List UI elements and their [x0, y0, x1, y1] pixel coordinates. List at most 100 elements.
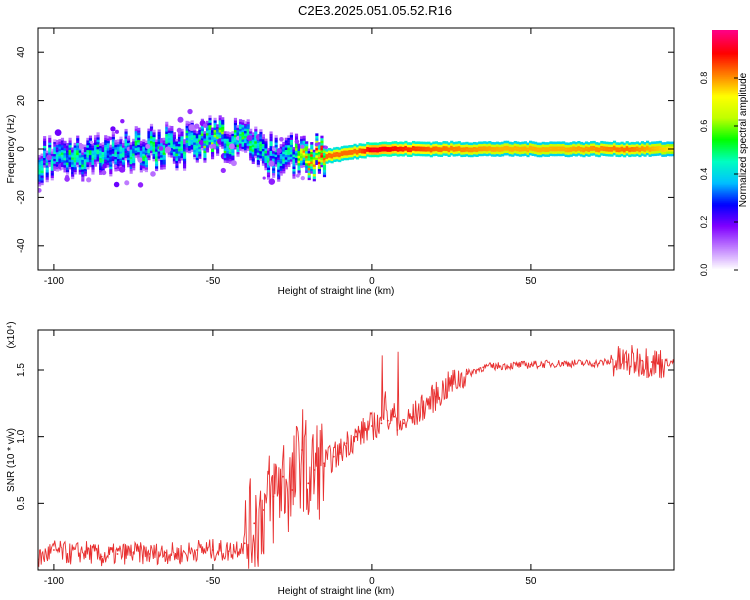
snr-point — [272, 495, 275, 498]
heatmap-cell — [562, 141, 566, 144]
heatmap-cell — [312, 159, 316, 162]
heatmap-cell — [172, 149, 176, 152]
heatmap-cell — [340, 146, 344, 149]
heatmap-cell — [109, 152, 113, 155]
heatmap-cell — [383, 141, 388, 145]
heatmap-cell — [269, 131, 273, 135]
heatmap-cell — [231, 133, 235, 137]
heatmap-cell — [590, 150, 594, 154]
heatmap-cell — [259, 158, 263, 161]
heatmap-cell — [200, 130, 204, 134]
heatmap-cell — [200, 118, 204, 122]
snr-point — [301, 449, 303, 451]
heatmap-cell — [623, 142, 627, 146]
heatmap-cell — [287, 145, 291, 148]
heatmap-cell — [356, 147, 360, 150]
heatmap-cell — [284, 147, 288, 151]
heatmap-cell — [399, 141, 403, 145]
heatmap-cell — [315, 145, 319, 149]
heatmap-cell — [633, 142, 637, 145]
heatmap-cell — [439, 142, 444, 145]
heatmap-cell — [307, 150, 311, 154]
heatmap-cell — [101, 151, 105, 155]
heatmap-cell — [180, 128, 184, 132]
heatmap-cell — [485, 143, 489, 147]
heatmap-cell — [251, 161, 255, 164]
heatmap-cell — [119, 160, 123, 164]
heatmap-cell — [671, 146, 674, 149]
heatmap-cell — [121, 159, 126, 163]
heatmap-cell — [551, 146, 556, 149]
heatmap-cell — [86, 164, 90, 168]
heatmap-cell — [264, 167, 268, 171]
heatmap-cell — [190, 130, 194, 133]
heatmap-cell — [147, 152, 151, 156]
colorbar-segment — [712, 230, 738, 233]
heatmap-cell — [340, 150, 344, 154]
heatmap-cell — [300, 162, 304, 166]
heatmap-cell — [348, 154, 352, 158]
heatmap-cell — [68, 145, 72, 148]
heatmap-cell — [132, 138, 136, 142]
heatmap-cell — [277, 154, 281, 158]
heatmap-cell — [111, 148, 115, 152]
heatmap-cell — [567, 152, 571, 155]
heatmap-cell — [73, 152, 77, 156]
heatmap-cell — [315, 140, 319, 144]
heatmap-cell — [328, 160, 332, 163]
heatmap-cell — [292, 176, 296, 179]
colorbar-segment — [712, 258, 738, 261]
heatmap-cell — [317, 171, 321, 174]
heatmap-cell — [378, 146, 383, 150]
heatmap-cell — [671, 143, 674, 147]
heatmap-cell — [132, 155, 136, 159]
heatmap-cell — [310, 166, 314, 169]
heatmap-cell — [221, 131, 225, 135]
heatmap-cell — [282, 163, 286, 167]
heatmap-cell — [203, 157, 207, 161]
heatmap-cell — [208, 124, 212, 128]
heatmap-cell — [521, 141, 525, 145]
heatmap-cell — [238, 138, 243, 142]
heatmap-cell — [180, 150, 184, 154]
heatmap-cell — [48, 140, 52, 143]
heatmap-cell — [134, 143, 138, 146]
heatmap-cell — [259, 148, 263, 152]
heatmap-cell — [317, 163, 321, 167]
heatmap-cell — [391, 146, 395, 149]
heatmap-cell — [244, 135, 248, 139]
y-tick-label: 1.0 — [16, 429, 27, 443]
heatmap-cell — [65, 147, 70, 151]
heatmap-cell — [623, 154, 627, 158]
heatmap-cell — [119, 136, 123, 140]
heatmap-cell — [249, 148, 253, 151]
heatmap-cell — [198, 132, 202, 135]
heatmap-cell — [376, 147, 380, 151]
heatmap-cell — [246, 145, 250, 149]
heatmap-cell — [48, 152, 52, 155]
heatmap-cell — [582, 152, 586, 155]
heatmap-cell — [322, 174, 327, 178]
heatmap-cell — [193, 151, 197, 155]
heatmap-cell — [277, 152, 281, 156]
heatmap-cell — [183, 156, 187, 159]
heatmap-cell — [142, 168, 146, 171]
heatmap-cell — [429, 147, 433, 151]
heatmap-cell — [261, 146, 266, 149]
heatmap-cell — [119, 148, 123, 152]
heatmap-cell — [160, 155, 164, 158]
heatmap-cell — [162, 145, 166, 148]
heatmap-cell — [289, 161, 293, 165]
heatmap-cell — [554, 148, 558, 152]
heatmap-cell — [256, 142, 260, 146]
heatmap-cell — [333, 157, 337, 160]
heatmap-cell — [465, 151, 469, 155]
heatmap-cell — [310, 163, 314, 167]
heatmap-cell — [434, 141, 439, 144]
heatmap-cell — [58, 168, 62, 171]
colorbar: 0.00.20.40.60.8 Normalized spectral ampli… — [699, 30, 749, 276]
heatmap-cell — [111, 141, 115, 145]
heatmap-cell — [610, 141, 614, 145]
heatmap-cell — [417, 148, 421, 152]
heatmap-cell — [618, 149, 622, 153]
